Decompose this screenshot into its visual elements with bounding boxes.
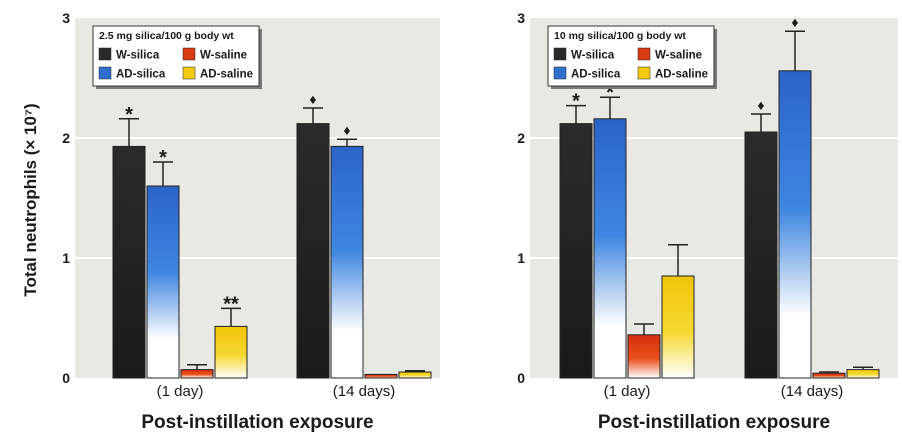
significance-marker: * (572, 91, 580, 113)
y-tick-label: 3 (517, 10, 525, 26)
legend-swatch-ad-silica (98, 66, 112, 80)
significance-marker: ♦ (343, 122, 350, 138)
legend-swatch-ad-saline (637, 66, 651, 80)
x-category-label: (14 days) (333, 383, 396, 400)
legend-swatch-ad-silica (553, 66, 567, 80)
legend-swatch-w-saline (182, 47, 196, 61)
bar-ad-saline-2 (846, 369, 880, 379)
bar-ad-silica-2 (330, 145, 364, 379)
legend-label-ad-silica: AD-silica (116, 69, 166, 81)
y-tick-label: 1 (62, 250, 70, 266)
chart-panel-2: 0 1 2 3 * ♦ * ♦ (1 day) (14 days) Post-instillatio… (517, 10, 898, 432)
legend-swatch-w-saline (637, 47, 651, 61)
legend-swatch-w-silica (553, 47, 567, 61)
bar-w-silica-1 (559, 123, 593, 379)
y-tick-label: 2 (62, 130, 70, 146)
chart-panel-1: 0 1 2 3 * ♦ * ♦ ** (1 day) (14 days) Post-instillat… (62, 10, 440, 432)
legend: 10 mg silica/100 g body wt W-silica W-sali… (547, 25, 717, 89)
legend-box (547, 25, 715, 87)
x-category-label: (1 day) (604, 383, 651, 400)
legend-swatch-w-silica (98, 47, 112, 61)
significance-marker: ** (223, 293, 239, 315)
y-tick-label: 3 (62, 10, 70, 26)
legend: 2.5 mg silica/100 g body wt W-silica W-sal… (92, 25, 262, 89)
bar-w-silica-1 (112, 145, 146, 379)
legend-box (92, 25, 260, 87)
bar-ad-saline-1 (214, 325, 248, 379)
bar-ad-silica-1 (593, 118, 627, 379)
significance-marker: * (606, 82, 614, 104)
bar-w-saline-2 (812, 372, 846, 379)
legend-label-ad-saline: AD-saline (200, 69, 253, 81)
bar-w-silica-2 (296, 123, 330, 379)
y-tick-label: 0 (62, 370, 70, 386)
significance-marker: ♦ (309, 91, 316, 107)
significance-marker: * (159, 147, 167, 169)
x-axis-title: Post-instillation exposure (598, 412, 830, 432)
legend-swatch-ad-saline (182, 66, 196, 80)
x-category-label: (14 days) (781, 383, 844, 400)
y-axis-label: Total neutrophils (× 10⁷) (21, 103, 40, 296)
significance-marker: ♦ (757, 97, 764, 113)
y-tick-label: 1 (517, 250, 525, 266)
bar-w-saline-2 (364, 373, 398, 379)
x-axis-title: Post-instillation exposure (141, 412, 373, 432)
legend-title: 2.5 mg silica/100 g body wt (99, 30, 234, 42)
bar-ad-silica-1 (146, 185, 180, 379)
x-category-label: (1 day) (157, 383, 204, 400)
y-tick-label: 0 (517, 370, 525, 386)
legend-label-ad-silica: AD-silica (571, 69, 621, 81)
significance-marker: * (125, 104, 133, 126)
bar-ad-saline-1 (661, 275, 695, 379)
legend-label-w-silica: W-silica (116, 50, 160, 62)
legend-title: 10 mg silica/100 g body wt (554, 30, 686, 42)
legend-label-w-saline: W-saline (655, 50, 702, 62)
legend-label-w-saline: W-saline (200, 50, 247, 62)
bar-w-saline-1 (627, 334, 661, 379)
y-tick-label: 2 (517, 130, 525, 146)
bar-w-silica-2 (744, 131, 778, 379)
significance-marker: ♦ (791, 14, 798, 30)
bar-w-saline-1 (180, 369, 214, 379)
bar-ad-saline-2 (398, 371, 432, 379)
legend-label-ad-saline: AD-saline (655, 69, 708, 81)
bar-ad-silica-2 (778, 70, 812, 379)
legend-label-w-silica: W-silica (571, 50, 615, 62)
